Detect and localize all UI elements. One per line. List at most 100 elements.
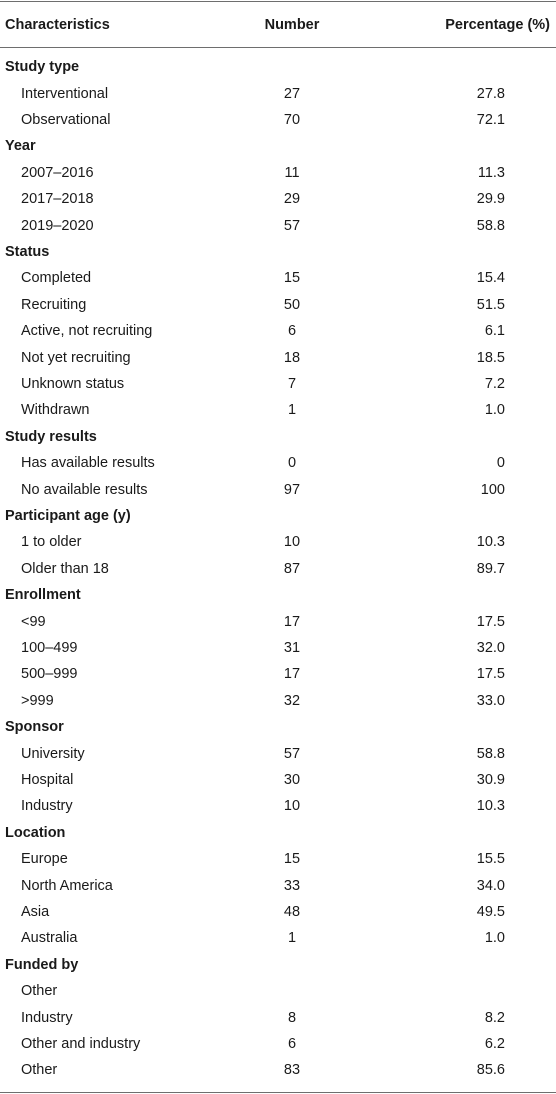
row-percentage: 10.3 — [476, 534, 505, 551]
row-label: Active, not recruiting — [21, 323, 153, 340]
row-label: University — [21, 745, 85, 762]
row-percentage: 10.3 — [476, 798, 505, 815]
row-number: 17 — [283, 613, 301, 630]
table-row: Other and industry 6 6.2 — [0, 1031, 556, 1058]
row-percentage: 6.1 — [484, 323, 505, 340]
section-header-row: Status — [0, 239, 556, 266]
table-row: Australia 1 1.0 — [0, 925, 556, 952]
row-number: 0 — [287, 455, 297, 472]
row-percentage: 49.5 — [476, 904, 505, 921]
row-percentage: 11.3 — [477, 164, 505, 181]
table-bottom-rule — [0, 1092, 556, 1093]
table-row: No available results 97 100 — [0, 476, 556, 503]
row-number: 15 — [283, 270, 301, 287]
header-percentage: Percentage (%) — [445, 16, 550, 33]
table-row: Other — [0, 978, 556, 1005]
section-header-row: Funded by — [0, 952, 556, 979]
row-percentage: 58.8 — [476, 217, 505, 234]
section-label: Year — [5, 138, 36, 155]
section-header-row: Sponsor — [0, 714, 556, 741]
header-number: Number — [264, 16, 320, 33]
row-number: 87 — [283, 560, 301, 577]
table-row: North America 33 34.0 — [0, 872, 556, 899]
table-row: Observational 70 72.1 — [0, 107, 556, 134]
row-label: Europe — [21, 851, 68, 868]
row-percentage: 29.9 — [476, 191, 505, 208]
row-percentage: 72.1 — [476, 112, 505, 129]
row-number: 57 — [283, 745, 301, 762]
row-label: 100–499 — [21, 640, 78, 657]
row-percentage: 51.5 — [476, 296, 505, 313]
section-label: Participant age (y) — [5, 508, 131, 525]
row-label: Hospital — [21, 772, 74, 789]
row-label: 1 to older — [21, 534, 82, 551]
row-label: 2019–2020 — [21, 217, 94, 234]
table-row: 2017–2018 29 29.9 — [0, 186, 556, 213]
row-percentage: 0 — [496, 455, 505, 472]
table-row: Other 83 85.6 — [0, 1057, 556, 1084]
table-row: Has available results 0 0 — [0, 450, 556, 477]
section-label: Status — [5, 244, 50, 261]
row-number: 32 — [283, 692, 301, 709]
section-header-row: Enrollment — [0, 582, 556, 609]
row-number: 6 — [287, 323, 297, 340]
table-row: 1 to older 10 10.3 — [0, 529, 556, 556]
section-header-row: Year — [0, 133, 556, 160]
section-label: Sponsor — [5, 719, 64, 736]
row-percentage: 17.5 — [476, 613, 505, 630]
table-top-rule — [0, 1, 556, 2]
row-label: Has available results — [21, 455, 155, 472]
row-label: Withdrawn — [21, 402, 90, 419]
row-number: 6 — [287, 1036, 297, 1053]
row-label: Other — [21, 983, 58, 1000]
row-number: 1 — [287, 930, 297, 947]
row-number: 57 — [283, 217, 301, 234]
row-label: 500–999 — [21, 666, 78, 683]
section-label: Enrollment — [5, 587, 81, 604]
row-percentage: 17.5 — [476, 666, 505, 683]
table-row: Not yet recruiting 18 18.5 — [0, 344, 556, 371]
row-label: Industry — [21, 798, 73, 815]
row-number: 33 — [283, 877, 301, 894]
row-percentage: 15.4 — [476, 270, 505, 287]
row-number: 31 — [283, 640, 301, 657]
row-number: 17 — [283, 666, 301, 683]
row-number: 70 — [283, 112, 301, 129]
table-row: Industry 8 8.2 — [0, 1004, 556, 1031]
row-number: 48 — [283, 904, 301, 921]
section-header-row: Location — [0, 820, 556, 847]
row-percentage: 1.0 — [484, 930, 505, 947]
table-row: Completed 15 15.4 — [0, 265, 556, 292]
row-label: Unknown status — [21, 376, 125, 393]
row-percentage: 15.5 — [476, 851, 505, 868]
table-row: 2007–2016 11 11.3 — [0, 160, 556, 187]
row-label: >999 — [21, 692, 54, 709]
table-row: Hospital 30 30.9 — [0, 767, 556, 794]
row-number: 10 — [283, 798, 301, 815]
row-label: <99 — [21, 613, 46, 630]
table-row: University 57 58.8 — [0, 740, 556, 767]
row-label: 2007–2016 — [21, 164, 94, 181]
row-label: Interventional — [21, 85, 109, 102]
row-number: 10 — [283, 534, 301, 551]
header-characteristics: Characteristics — [5, 16, 110, 33]
row-number: 8 — [287, 1009, 297, 1026]
table-row: <99 17 17.5 — [0, 608, 556, 635]
row-percentage: 100 — [480, 481, 505, 498]
row-percentage: 7.2 — [484, 376, 505, 393]
section-label: Funded by — [5, 956, 79, 973]
table-header-row: Characteristics Number Percentage (%) — [0, 2, 556, 47]
row-percentage: 32.0 — [476, 640, 505, 657]
table-row: 100–499 31 32.0 — [0, 635, 556, 662]
row-label: Industry — [21, 1009, 73, 1026]
table-row: Active, not recruiting 6 6.1 — [0, 318, 556, 345]
row-label: Recruiting — [21, 296, 87, 313]
table-row: Unknown status 7 7.2 — [0, 371, 556, 398]
section-label: Study results — [5, 428, 97, 445]
row-label: Asia — [21, 904, 50, 921]
row-percentage: 89.7 — [476, 560, 505, 577]
row-percentage: 1.0 — [484, 402, 505, 419]
table-row: Withdrawn 1 1.0 — [0, 397, 556, 424]
row-number: 30 — [283, 772, 301, 789]
row-label: Australia — [21, 930, 78, 947]
